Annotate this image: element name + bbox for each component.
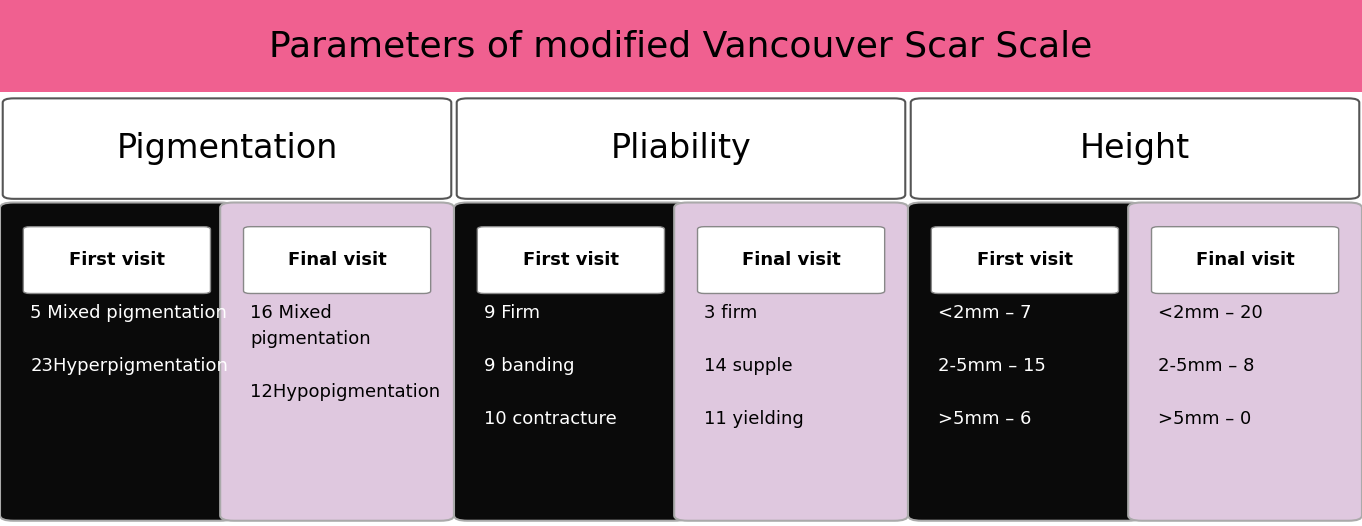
Text: First visit: First visit [523,251,618,269]
FancyBboxPatch shape [23,227,211,294]
Text: First visit: First visit [977,251,1073,269]
FancyBboxPatch shape [1128,203,1362,521]
FancyBboxPatch shape [0,0,1362,92]
Text: 16 Mixed
pigmentation

12Hypopigmentation: 16 Mixed pigmentation 12Hypopigmentation [251,304,440,401]
FancyBboxPatch shape [454,203,688,521]
FancyBboxPatch shape [221,203,454,521]
Text: Parameters of modified Vancouver Scar Scale: Parameters of modified Vancouver Scar Sc… [270,29,1092,63]
FancyBboxPatch shape [3,98,451,199]
Text: <2mm – 20

2-5mm – 8

>5mm – 0: <2mm – 20 2-5mm – 8 >5mm – 0 [1158,304,1263,428]
FancyBboxPatch shape [477,227,665,294]
FancyBboxPatch shape [674,203,908,521]
Text: Pliability: Pliability [610,132,752,165]
FancyBboxPatch shape [456,98,906,199]
Text: Final visit: Final visit [287,251,387,269]
Text: 5 Mixed pigmentation

23Hyperpigmentation: 5 Mixed pigmentation 23Hyperpigmentation [30,304,227,375]
FancyBboxPatch shape [697,227,885,294]
Text: Height: Height [1080,132,1190,165]
FancyBboxPatch shape [932,227,1118,294]
FancyBboxPatch shape [1151,227,1339,294]
FancyBboxPatch shape [0,203,234,521]
Text: Pigmentation: Pigmentation [116,132,338,165]
FancyBboxPatch shape [911,98,1359,199]
FancyBboxPatch shape [244,227,430,294]
Text: <2mm – 7

2-5mm – 15

>5mm – 6: <2mm – 7 2-5mm – 15 >5mm – 6 [938,304,1046,428]
Text: First visit: First visit [69,251,165,269]
Text: 3 firm

14 supple

11 yielding: 3 firm 14 supple 11 yielding [704,304,804,428]
Text: 9 Firm

9 banding

10 contracture: 9 Firm 9 banding 10 contracture [484,304,617,428]
Text: Final visit: Final visit [742,251,840,269]
Text: Final visit: Final visit [1196,251,1294,269]
FancyBboxPatch shape [908,203,1141,521]
